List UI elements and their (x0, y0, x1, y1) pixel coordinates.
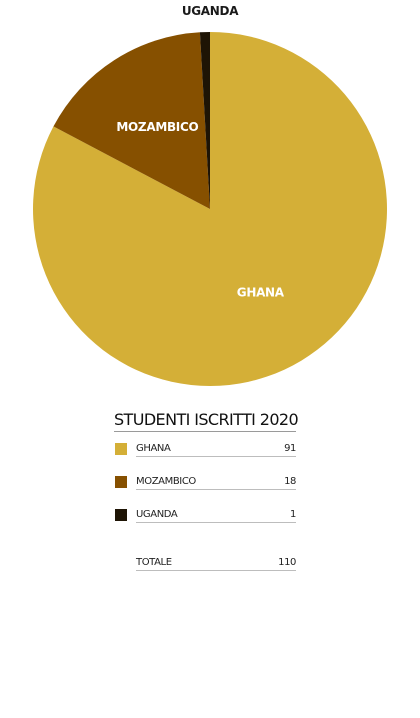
legend-swatch-ghana (115, 443, 127, 455)
legend-row-ghana: GHANA 91 (114, 432, 296, 465)
legend-swatch-mozambico (115, 476, 127, 488)
legend-label-uganda: UGANDA (136, 509, 178, 520)
legend-row-line: MOZAMBICO 18 (136, 471, 296, 490)
legend-value-ghana: 91 (284, 443, 296, 454)
pie-slice-mozambico (53, 32, 211, 209)
pie-chart: GHANA MOZAMBICO UGANDA (33, 4, 388, 386)
legend-row-line: TOTALE 110 (136, 552, 296, 571)
legend-value-uganda: 1 (290, 509, 296, 520)
legend-swatch-uganda (115, 509, 127, 521)
legend-title: STUDENTI ISCRITTI 2020 (114, 410, 299, 432)
slice-label-mozambico: MOZAMBICO (116, 120, 198, 134)
legend-row-line: GHANA 91 (136, 438, 296, 457)
pie-slice-ghana (33, 32, 388, 386)
legend-row-mozambico: MOZAMBICO 18 (114, 465, 296, 498)
pie-slice-uganda (199, 32, 210, 209)
legend: STUDENTI ISCRITTI 2020 GHANA 91 MOZAMBIC… (114, 410, 299, 579)
legend-label-ghana: GHANA (136, 443, 171, 454)
legend-total-label: TOTALE (136, 557, 172, 568)
slice-label-uganda: UGANDA (182, 4, 239, 18)
legend-label-mozambico: MOZAMBICO (136, 476, 196, 487)
legend-row-line: UGANDA 1 (136, 504, 296, 523)
legend-total-row: TOTALE 110 (114, 546, 296, 579)
legend-row-uganda: UGANDA 1 (114, 498, 296, 531)
slice-label-ghana: GHANA (237, 285, 285, 299)
legend-total-value: 110 (278, 557, 296, 568)
legend-value-mozambico: 18 (284, 476, 296, 487)
